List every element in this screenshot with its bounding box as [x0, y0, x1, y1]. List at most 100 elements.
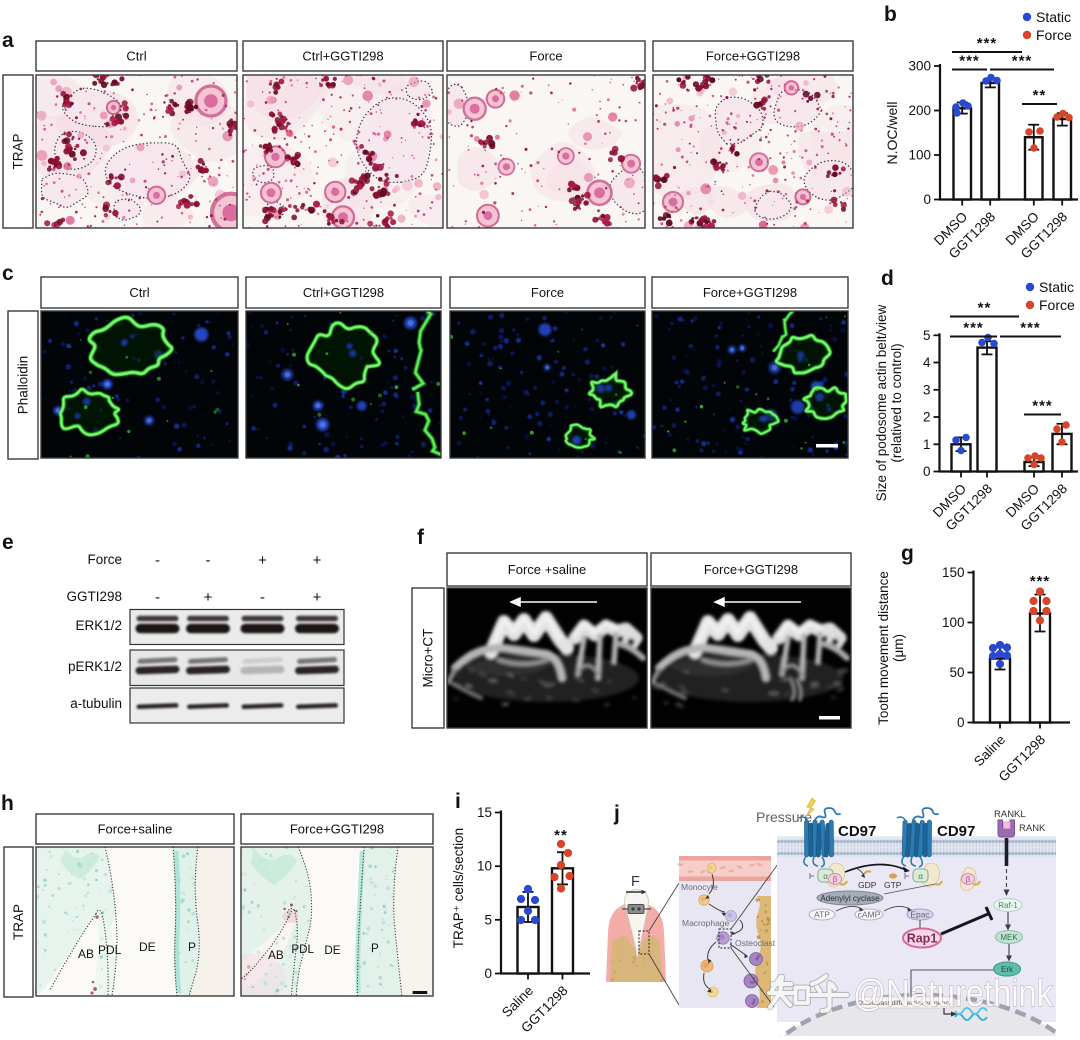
- svg-text:j: j: [613, 802, 620, 825]
- svg-text:(μm): (μm): [891, 634, 906, 662]
- svg-text:100: 100: [942, 615, 965, 630]
- svg-text:GGTI298: GGTI298: [66, 589, 122, 604]
- svg-text:i: i: [455, 790, 461, 813]
- svg-text:GDP: GDP: [858, 880, 877, 890]
- svg-text:cAMP: cAMP: [858, 909, 881, 919]
- svg-text:PDL: PDL: [291, 942, 314, 956]
- svg-text:a: a: [2, 29, 14, 52]
- svg-text:AB: AB: [78, 947, 94, 961]
- svg-text:P: P: [188, 940, 196, 954]
- svg-text:4: 4: [923, 355, 931, 370]
- svg-text:Static: Static: [1036, 9, 1071, 25]
- svg-text:***: ***: [977, 35, 998, 52]
- svg-text:+: +: [313, 589, 322, 606]
- svg-text:Force: Force: [529, 49, 562, 64]
- svg-text:**: **: [1033, 87, 1047, 104]
- svg-text:3: 3: [923, 382, 931, 397]
- svg-text:PDL: PDL: [98, 943, 122, 957]
- svg-text:Force: Force: [1039, 297, 1075, 313]
- svg-text:Osteoclast: Osteoclast: [735, 938, 776, 948]
- svg-text:β: β: [966, 875, 971, 884]
- svg-text:TRAP: TRAP: [10, 133, 25, 169]
- svg-text:Phalloidin: Phalloidin: [15, 356, 30, 415]
- svg-text:TRAP⁺ cells/section: TRAP⁺ cells/section: [451, 828, 466, 948]
- svg-text:AB: AB: [268, 948, 284, 962]
- svg-text:(relatived to control): (relatived to control): [889, 343, 904, 462]
- svg-text:-: -: [155, 589, 160, 606]
- svg-text:15: 15: [477, 805, 492, 820]
- svg-text:0: 0: [923, 192, 931, 207]
- svg-text:Ctrl: Ctrl: [129, 285, 149, 300]
- svg-text:TRAP: TRAP: [11, 904, 26, 940]
- svg-text:-: -: [260, 589, 265, 606]
- svg-text:Osteoclast differentiation gen: Osteoclast differentiation genes: [857, 1000, 953, 1007]
- svg-text:Force: Force: [531, 285, 564, 300]
- svg-text:β: β: [833, 875, 838, 884]
- svg-text:RANKL: RANKL: [994, 809, 1026, 820]
- svg-text:**: **: [978, 300, 992, 317]
- svg-text:Force+GGTI298: Force+GGTI298: [290, 822, 384, 837]
- svg-text:***: ***: [959, 53, 980, 70]
- svg-text:GTP: GTP: [884, 880, 902, 890]
- svg-text:h: h: [1, 792, 14, 815]
- svg-text:0: 0: [484, 966, 492, 981]
- svg-text:300: 300: [908, 59, 931, 74]
- svg-text:Raf-1: Raf-1: [998, 901, 1018, 910]
- svg-text:Erk: Erk: [1001, 965, 1014, 974]
- svg-text:Force: Force: [1036, 27, 1072, 43]
- svg-text:ATP: ATP: [814, 909, 830, 919]
- svg-text:P: P: [371, 941, 379, 955]
- svg-text:**: **: [554, 827, 568, 844]
- svg-text:***: ***: [963, 320, 984, 337]
- svg-text:Size of podosome actin belt/vi: Size of podosome actin belt/view: [874, 304, 889, 501]
- svg-text:α: α: [918, 872, 923, 881]
- svg-text:+: +: [258, 552, 267, 569]
- svg-text:Ctrl+GGTI298: Ctrl+GGTI298: [303, 285, 384, 300]
- svg-text:Force+GGTI298: Force+GGTI298: [703, 285, 797, 300]
- svg-text:Epac: Epac: [910, 909, 930, 919]
- svg-text:DE: DE: [139, 940, 156, 954]
- svg-text:d: d: [881, 267, 894, 290]
- svg-text:***: ***: [1020, 320, 1041, 337]
- svg-text:***: ***: [1032, 398, 1053, 415]
- svg-text:F: F: [631, 874, 640, 890]
- svg-text:α: α: [823, 872, 828, 881]
- svg-text:0: 0: [957, 715, 965, 730]
- svg-text:Force +saline: Force +saline: [508, 562, 586, 577]
- svg-text:100: 100: [908, 148, 931, 163]
- svg-text:Force: Force: [87, 552, 122, 567]
- svg-text:Monocyte: Monocyte: [681, 882, 718, 892]
- svg-text:a-tubulin: a-tubulin: [70, 696, 122, 711]
- svg-text:200: 200: [908, 103, 931, 118]
- svg-text:-: -: [155, 552, 160, 569]
- svg-text:CD97: CD97: [937, 823, 975, 840]
- svg-text:Ctrl+GGTI298: Ctrl+GGTI298: [302, 49, 383, 64]
- svg-text:g: g: [901, 542, 914, 565]
- svg-text:50: 50: [949, 665, 964, 680]
- svg-text:***: ***: [1012, 53, 1033, 70]
- svg-text:-: -: [206, 552, 211, 569]
- svg-text:N.OC/well: N.OC/well: [884, 101, 900, 164]
- svg-text:Ctrl: Ctrl: [126, 49, 146, 64]
- svg-text:10: 10: [477, 859, 492, 874]
- svg-text:+: +: [313, 552, 322, 569]
- svg-text:MEK: MEK: [1000, 933, 1018, 942]
- svg-text:Micro+CT: Micro+CT: [420, 629, 435, 688]
- svg-text:Force+GGTI298: Force+GGTI298: [706, 49, 800, 64]
- svg-text:e: e: [2, 531, 14, 554]
- svg-text:Static: Static: [1039, 279, 1074, 295]
- svg-text:Rap1: Rap1: [907, 932, 938, 946]
- svg-text:Force+saline: Force+saline: [98, 822, 173, 837]
- svg-text:0: 0: [923, 464, 931, 479]
- svg-text:pERK1/2: pERK1/2: [68, 659, 122, 674]
- svg-text:5: 5: [923, 328, 931, 343]
- svg-text:150: 150: [942, 565, 965, 580]
- svg-text:b: b: [884, 3, 897, 26]
- svg-text:***: ***: [1030, 573, 1051, 590]
- svg-text:DE: DE: [324, 943, 340, 957]
- svg-text:Tooth movement distance: Tooth movement distance: [876, 571, 891, 725]
- svg-text:Adenylyl cyclase: Adenylyl cyclase: [820, 894, 880, 903]
- svg-text:CD97: CD97: [838, 823, 876, 840]
- svg-text:1: 1: [923, 437, 931, 452]
- svg-text:f: f: [417, 526, 425, 549]
